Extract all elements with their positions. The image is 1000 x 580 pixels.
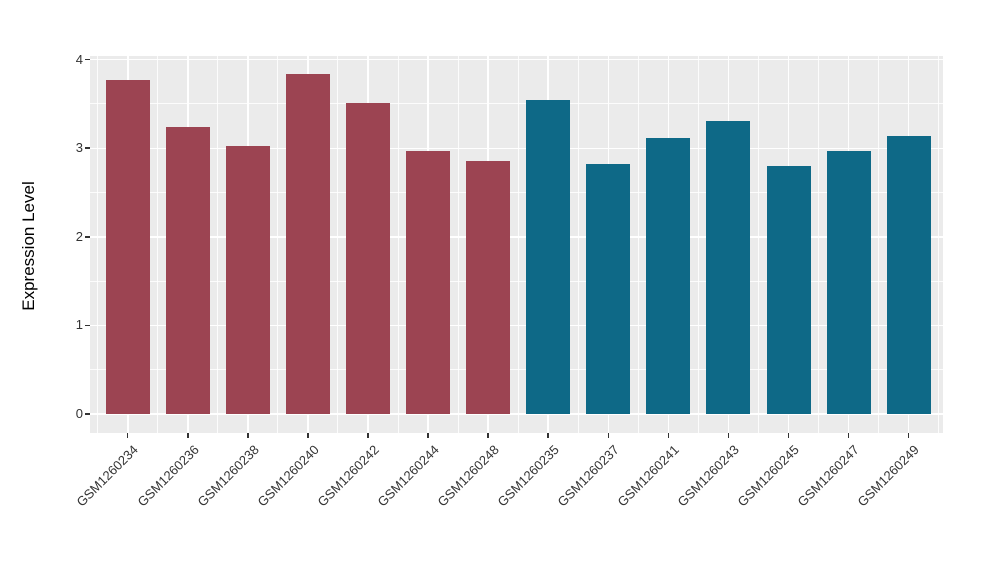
minor-gridline-x (217, 56, 219, 433)
y-axis-tick (85, 147, 90, 149)
bar-GSM1260245 (766, 165, 811, 414)
y-axis-tick (85, 413, 90, 415)
x-tick-label-text: GSM1260238 (194, 442, 262, 510)
bar-GSM1260241 (646, 137, 691, 414)
minor-gridline-x (577, 56, 579, 433)
minor-gridline-x (517, 56, 519, 433)
x-axis-tick (607, 433, 610, 438)
x-tick-label-text: GSM1260235 (494, 442, 562, 510)
x-axis-tick (126, 433, 129, 438)
bar-GSM1260248 (466, 160, 511, 414)
x-tick-label-text: GSM1260245 (734, 442, 803, 510)
minor-gridline-x (337, 56, 339, 433)
x-tick-label-text: GSM1260240 (254, 442, 322, 510)
x-axis-tick (427, 433, 429, 438)
x-tick-label-text: GSM1260236 (134, 442, 202, 510)
x-axis-tick (787, 433, 790, 438)
minor-gridline-x (818, 56, 819, 433)
minor-gridline-x (157, 56, 159, 433)
major-gridline-y (90, 236, 943, 238)
x-tick-label-text: GSM1260237 (554, 442, 622, 510)
x-tick-label-text: GSM1260242 (314, 442, 382, 510)
major-gridline-y (90, 58, 943, 61)
y-axis-tick (85, 324, 90, 327)
y-tick-label: 3 (75, 140, 83, 156)
minor-gridline-x (757, 56, 759, 433)
x-axis-tick (187, 433, 189, 438)
minor-gridline-y (90, 369, 943, 371)
minor-gridline-x (878, 56, 880, 433)
x-axis-tick (667, 433, 670, 438)
x-tick-label-text: GSM1260241 (614, 442, 682, 510)
bar-GSM1260244 (406, 150, 451, 414)
x-tick-label-text: GSM1260248 (434, 442, 502, 510)
x-axis-tick (907, 433, 910, 438)
x-axis-tick (487, 433, 489, 438)
x-tick-label-text: GSM1260234 (73, 442, 142, 510)
major-gridline-y (90, 324, 943, 327)
y-axis-tick (85, 58, 90, 61)
bar-GSM1260237 (586, 164, 631, 414)
minor-gridline-y (90, 192, 943, 193)
minor-gridline-x (277, 56, 279, 433)
x-tick-label-text: GSM1260244 (374, 442, 442, 510)
minor-gridline-x (397, 56, 399, 433)
x-tick-label-text: GSM1260249 (854, 442, 923, 510)
x-axis-tick (247, 433, 249, 438)
minor-gridline-x (938, 56, 940, 433)
major-gridline-y (90, 147, 943, 149)
bar-GSM1260236 (165, 126, 210, 414)
x-tick-label-text: GSM1260243 (674, 442, 742, 510)
minor-gridline-x (457, 56, 459, 433)
x-axis-tick (307, 433, 309, 438)
y-tick-label: 1 (75, 317, 83, 333)
x-axis-tick (727, 433, 730, 438)
minor-gridline-x (97, 56, 99, 433)
bar-GSM1260238 (225, 146, 270, 414)
y-axis-tick (85, 236, 90, 238)
bar-GSM1260242 (346, 103, 390, 414)
x-axis-tick (367, 433, 369, 438)
y-tick-label: 0 (75, 406, 83, 421)
y-tick-label: 4 (75, 51, 83, 67)
bar-GSM1260243 (706, 120, 751, 414)
plot-panel (90, 56, 943, 433)
minor-gridline-y (90, 103, 943, 105)
y-axis-title: Expression Level (19, 181, 38, 311)
bar-GSM1260235 (526, 100, 571, 414)
bar-GSM1260234 (105, 80, 150, 414)
y-tick-label: 2 (75, 228, 83, 244)
major-gridline-y (90, 413, 943, 415)
minor-gridline-x (637, 56, 639, 433)
bar-GSM1260240 (285, 73, 330, 414)
bar-GSM1260249 (886, 135, 931, 414)
minor-gridline-y (90, 280, 943, 282)
x-axis-tick (847, 433, 850, 438)
x-axis-tick (547, 433, 549, 438)
minor-gridline-x (697, 56, 699, 433)
x-tick-label-text: GSM1260247 (794, 442, 863, 510)
bar-GSM1260247 (826, 150, 871, 414)
